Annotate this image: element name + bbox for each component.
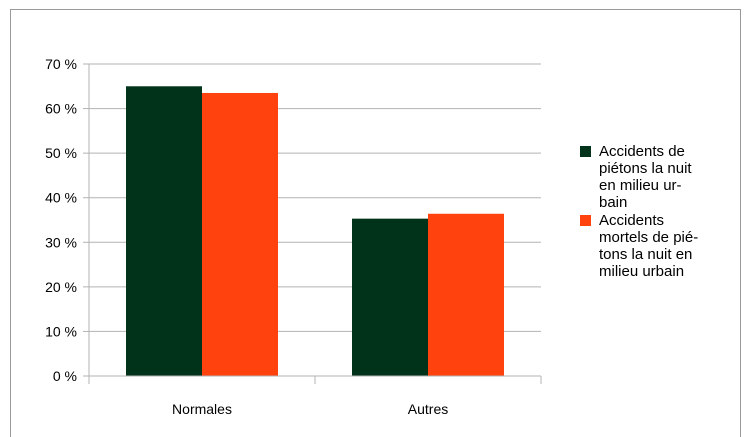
y-tick-label: 60 % <box>45 101 77 117</box>
legend-swatch-series-2 <box>580 215 591 226</box>
legend-item-series-2: Accidents mortels de pié- tons la nuit e… <box>580 212 740 280</box>
y-tick-label: 70 % <box>45 56 77 72</box>
legend-item-series-1: Accidents de piétons la nuit en milieu u… <box>580 143 740 211</box>
bar-autres-series-1 <box>352 218 428 376</box>
bar-normales-series-1 <box>126 86 202 377</box>
bar-autres-series-2 <box>428 213 504 376</box>
legend: Accidents de piétons la nuit en milieu u… <box>580 143 740 281</box>
y-tick-label: 0 % <box>53 368 77 384</box>
y-tick-label: 50 % <box>45 145 77 161</box>
y-tick-label: 20 % <box>45 279 77 295</box>
y-axis-ticks: 0 % 10 % 20 % 30 % 40 % 50 % 60 % 70 % <box>45 56 89 384</box>
y-tick-label: 30 % <box>45 234 77 250</box>
bar-normales-series-2 <box>202 92 278 376</box>
x-tick-label: Autres <box>408 401 448 417</box>
bar-chart: 0 % 10 % 20 % 30 % 40 % 50 % 60 % 70 % Normales… <box>45 56 542 417</box>
x-tick-label: Normales <box>172 401 232 417</box>
y-tick-label: 40 % <box>45 190 77 206</box>
x-axis: Normales Autres <box>88 64 542 417</box>
legend-label-series-1: Accidents de piétons la nuit en milieu u… <box>599 143 692 211</box>
legend-label-series-2: Accidents mortels de pié- tons la nuit e… <box>599 212 699 280</box>
legend-swatch-series-1 <box>580 146 591 157</box>
y-tick-label: 10 % <box>45 323 77 339</box>
bars <box>126 86 504 377</box>
chart-frame <box>10 9 741 437</box>
